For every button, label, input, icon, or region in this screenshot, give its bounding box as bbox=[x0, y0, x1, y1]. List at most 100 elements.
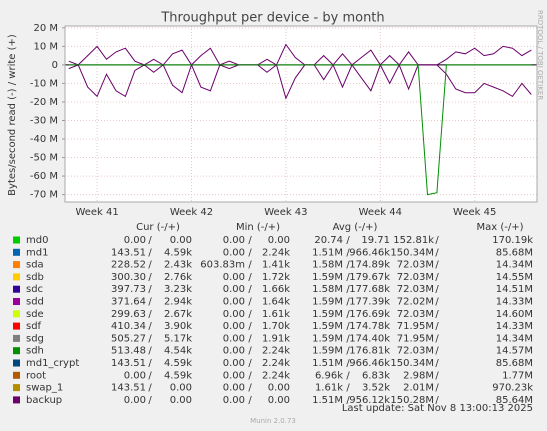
legend-value: 2.94k bbox=[164, 297, 192, 308]
y-tick-label: 0 bbox=[52, 60, 58, 71]
legend-value: 1.61k bbox=[315, 383, 343, 394]
plot-area bbox=[65, 26, 537, 202]
legend-separator: / bbox=[435, 358, 439, 369]
legend-value: 1.58M bbox=[312, 284, 343, 295]
legend-separator: / bbox=[148, 346, 152, 357]
legend-value: 152.81k bbox=[393, 235, 434, 246]
legend-value: 72.03M bbox=[397, 284, 434, 295]
legend-value: 170.19k bbox=[492, 235, 533, 246]
legend-value: 0.00 bbox=[223, 309, 245, 320]
legend-separator: / bbox=[248, 346, 252, 357]
legend-value: 0.00 bbox=[223, 297, 245, 308]
legend-value: 2.24k bbox=[262, 247, 290, 258]
legend-value: 150.34M bbox=[390, 358, 434, 369]
legend-name: md0 bbox=[26, 235, 48, 246]
x-tick-label: Week 42 bbox=[170, 207, 213, 218]
legend-column-header: Min (-/+) bbox=[236, 222, 280, 233]
legend-separator: / bbox=[148, 247, 152, 258]
legend-value: 14.57M bbox=[496, 346, 533, 357]
legend-separator: / bbox=[248, 260, 252, 271]
legend-value: 0.00 bbox=[223, 346, 245, 357]
legend-separator: / bbox=[248, 321, 252, 332]
legend-value: 1.51M bbox=[312, 247, 343, 258]
legend-separator: / bbox=[148, 383, 152, 394]
legend-swatch bbox=[13, 310, 20, 318]
legend-value: 3.23k bbox=[164, 284, 192, 295]
legend-separator: / bbox=[346, 309, 350, 320]
x-tick-label: Week 44 bbox=[359, 207, 402, 218]
legend-swatch bbox=[13, 261, 20, 269]
legend-value: 174.78k bbox=[349, 321, 390, 332]
legend-value: 150.34M bbox=[390, 247, 434, 258]
legend-value: 1.91k bbox=[262, 333, 290, 344]
legend-value: 2.67k bbox=[164, 309, 192, 320]
legend-value: 72.03M bbox=[397, 260, 434, 271]
legend-separator: / bbox=[248, 395, 252, 406]
legend-value: 0.00 bbox=[223, 370, 245, 381]
legend-value: 371.64 bbox=[111, 297, 146, 308]
legend-name: sdd bbox=[26, 297, 44, 308]
legend-value: 603.83m bbox=[200, 260, 245, 271]
legend-value: 72.03M bbox=[397, 346, 434, 357]
y-tick-label: -70 M bbox=[30, 190, 58, 201]
legend-value: 410.34 bbox=[111, 321, 146, 332]
legend-separator: / bbox=[346, 247, 350, 258]
legend-value: 0.00 bbox=[268, 383, 290, 394]
legend-value: 176.81k bbox=[349, 346, 390, 357]
legend-separator: / bbox=[248, 284, 252, 295]
legend-value: 2.24k bbox=[262, 358, 290, 369]
legend-value: 2.43k bbox=[164, 260, 192, 271]
x-tick-label: Week 43 bbox=[264, 207, 307, 218]
legend-separator: / bbox=[435, 297, 439, 308]
legend-value: 0.00 bbox=[223, 395, 245, 406]
legend-value: 14.34M bbox=[496, 333, 533, 344]
legend-name: sda bbox=[26, 260, 44, 271]
legend-separator: / bbox=[148, 321, 152, 332]
legend-separator: / bbox=[435, 284, 439, 295]
legend-separator: / bbox=[346, 358, 350, 369]
legend-separator: / bbox=[346, 284, 350, 295]
legend-value: 72.02M bbox=[397, 297, 434, 308]
legend-name: sdb bbox=[26, 272, 44, 283]
legend-value: 1.59M bbox=[312, 272, 343, 283]
legend-value: 179.67k bbox=[349, 272, 390, 283]
legend-value: 0.00 bbox=[223, 333, 245, 344]
legend-value: 3.52k bbox=[362, 383, 390, 394]
legend-value: 2.24k bbox=[262, 346, 290, 357]
legend-name: md1 bbox=[26, 247, 48, 258]
legend-value: 0.00 bbox=[124, 395, 146, 406]
legend-separator: / bbox=[435, 395, 439, 406]
legend-separator: / bbox=[435, 309, 439, 320]
legend-swatch bbox=[13, 371, 20, 379]
legend-separator: / bbox=[148, 309, 152, 320]
legend-value: 0.00 bbox=[124, 370, 146, 381]
legend-value: 174.89k bbox=[349, 260, 390, 271]
legend-value: 14.33M bbox=[496, 297, 533, 308]
y-tick-label: -60 M bbox=[30, 171, 58, 182]
legend-separator: / bbox=[148, 333, 152, 344]
y-tick-label: 20 M bbox=[33, 23, 58, 34]
legend-name: root bbox=[26, 370, 46, 381]
legend-separator: / bbox=[148, 284, 152, 295]
legend-name: md1_crypt bbox=[26, 358, 79, 369]
legend-value: 1.77M bbox=[502, 370, 533, 381]
legend-value: 2.76k bbox=[164, 272, 192, 283]
legend-value: 2.24k bbox=[262, 370, 290, 381]
legend-value: 1.64k bbox=[262, 297, 290, 308]
legend-value: 300.30 bbox=[111, 272, 146, 283]
legend-value: 14.51M bbox=[496, 284, 533, 295]
legend-value: 966.46k bbox=[349, 247, 390, 258]
legend-separator: / bbox=[435, 260, 439, 271]
legend-name: sdc bbox=[26, 284, 43, 295]
legend-value: 0.00 bbox=[223, 358, 245, 369]
legend-value: 177.68k bbox=[349, 284, 390, 295]
legend-name: swap_1 bbox=[26, 383, 63, 394]
legend-value: 0.00 bbox=[223, 321, 245, 332]
legend-name: sdf bbox=[26, 321, 42, 332]
legend-separator: / bbox=[248, 358, 252, 369]
y-tick-label: 10 M bbox=[33, 41, 58, 52]
legend-swatch bbox=[13, 248, 20, 256]
legend-value: 71.95M bbox=[397, 333, 434, 344]
series-line bbox=[68, 63, 532, 100]
legend-value: 0.00 bbox=[223, 284, 245, 295]
